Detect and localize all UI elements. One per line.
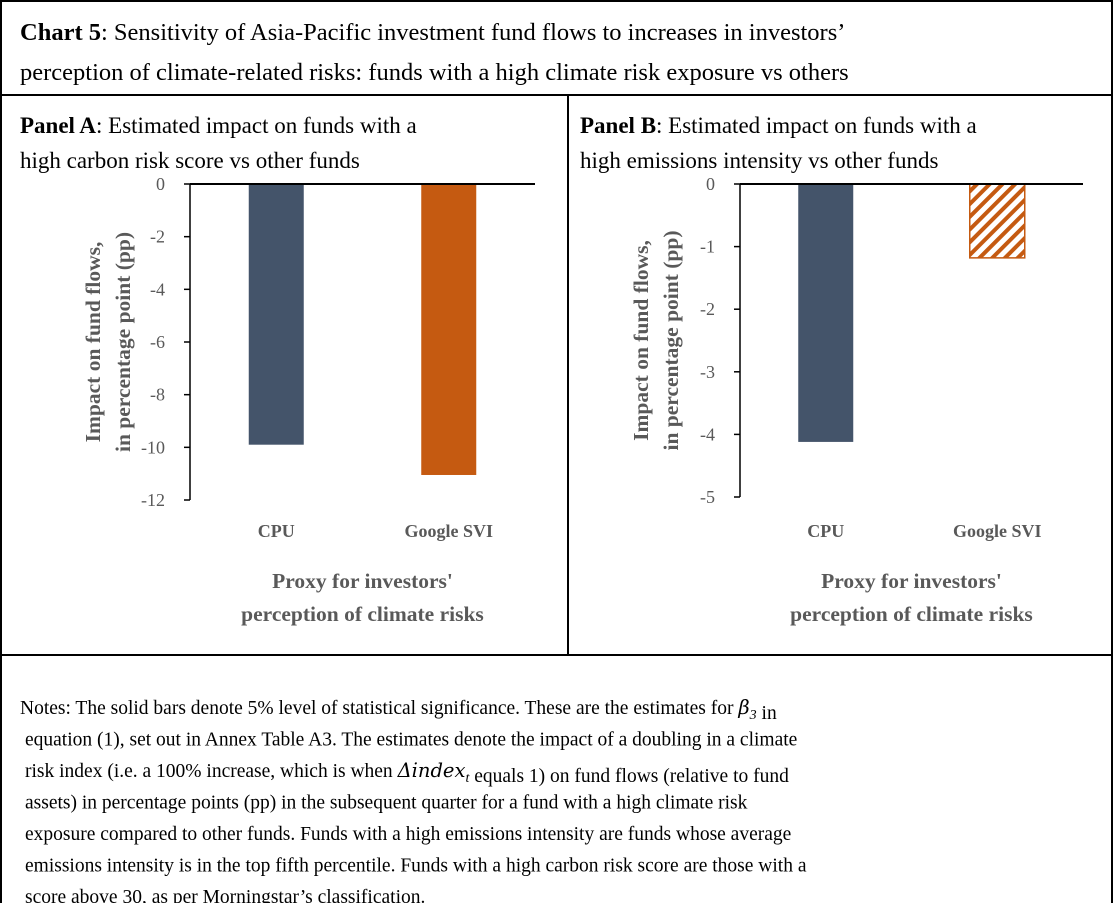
note-text: in	[757, 703, 777, 724]
y-tick-label: -10	[141, 437, 165, 457]
y-tick-label: -4	[700, 424, 715, 444]
x-axis-label: perception of climate risks	[241, 602, 484, 626]
math: Δindex	[397, 759, 466, 782]
panel-title: Panel A: Estimated impact on funds with …	[20, 113, 417, 138]
note-text: equation (1), set out in Annex Table A3.…	[25, 730, 797, 751]
y-tick-label: -5	[700, 487, 715, 507]
note-text: equals 1) on fund flows (relative to fun…	[469, 766, 789, 787]
math: β	[737, 696, 749, 719]
note-line: exposure compared to other funds. Funds …	[25, 824, 791, 845]
y-tick-label: -6	[150, 332, 165, 352]
panel-label: Panel A	[20, 113, 96, 138]
y-tick-label: 0	[706, 174, 715, 194]
y-axis-label: Impact on fund flows,	[629, 240, 653, 441]
y-axis-label: Impact on fund flows,	[81, 242, 105, 443]
x-tick-label: CPU	[807, 521, 844, 541]
note-line: risk index (i.e. a 100% increase, which …	[25, 759, 789, 787]
y-tick-label: -1	[700, 237, 715, 257]
y-tick-label: -4	[150, 279, 165, 299]
panel-title: high emissions intensity vs other funds	[580, 148, 938, 173]
panel-title-text: : Estimated impact on funds with a	[96, 113, 417, 138]
x-axis-label: Proxy for investors'	[821, 569, 1002, 593]
x-tick-label: CPU	[258, 521, 295, 541]
y-tick-label: -2	[150, 227, 165, 247]
title-text: : Sensitivity of Asia-Pacific investment…	[101, 19, 845, 46]
y-axis-label: in percentage point (pp)	[111, 232, 135, 452]
math-sub: t	[465, 771, 470, 786]
note-line: Notes: The solid bars denote 5% level of…	[20, 696, 777, 724]
note-text: exposure compared to other funds. Funds …	[25, 824, 791, 845]
note-line: score above 30, as per Morningstar’s cla…	[25, 887, 425, 903]
title: Chart 5: Sensitivity of Asia-Pacific inv…	[20, 19, 845, 46]
panel-title-text: : Estimated impact on funds with a	[656, 113, 977, 138]
y-axis-label: in percentage point (pp)	[659, 231, 683, 451]
title-label: Chart 5	[20, 19, 101, 46]
y-tick-label: 0	[156, 174, 165, 194]
panel-label: Panel B	[580, 113, 656, 138]
bar	[969, 183, 1026, 259]
x-axis-label: perception of climate risks	[790, 602, 1033, 626]
x-axis-label: Proxy for investors'	[272, 569, 453, 593]
x-tick-label: Google SVI	[953, 521, 1042, 541]
note-text: assets) in percentage points (pp) in the…	[25, 793, 748, 814]
y-tick-label: -12	[141, 490, 165, 510]
note-text: risk index (i.e. a 100% increase, which …	[25, 761, 398, 782]
math-sub: 3	[749, 708, 757, 723]
note-text: Notes: The solid bars denote 5% level of…	[20, 698, 738, 719]
bar	[421, 184, 477, 475]
panel-title: Panel B: Estimated impact on funds with …	[580, 113, 977, 138]
title: perception of climate-related risks: fun…	[20, 59, 849, 86]
note-line: assets) in percentage points (pp) in the…	[25, 793, 748, 814]
panel-title: high carbon risk score vs other funds	[20, 148, 360, 173]
bar	[248, 184, 304, 445]
y-tick-label: -3	[700, 362, 715, 382]
note-line: equation (1), set out in Annex Table A3.…	[25, 730, 797, 751]
note-text: emissions intensity is in the top fifth …	[25, 856, 807, 877]
note-line: emissions intensity is in the top fifth …	[25, 856, 807, 877]
y-tick-label: -2	[700, 299, 715, 319]
x-tick-label: Google SVI	[404, 521, 493, 541]
y-tick-label: -8	[150, 385, 165, 405]
note-text: score above 30, as per Morningstar’s cla…	[25, 887, 425, 903]
bar	[798, 184, 854, 442]
